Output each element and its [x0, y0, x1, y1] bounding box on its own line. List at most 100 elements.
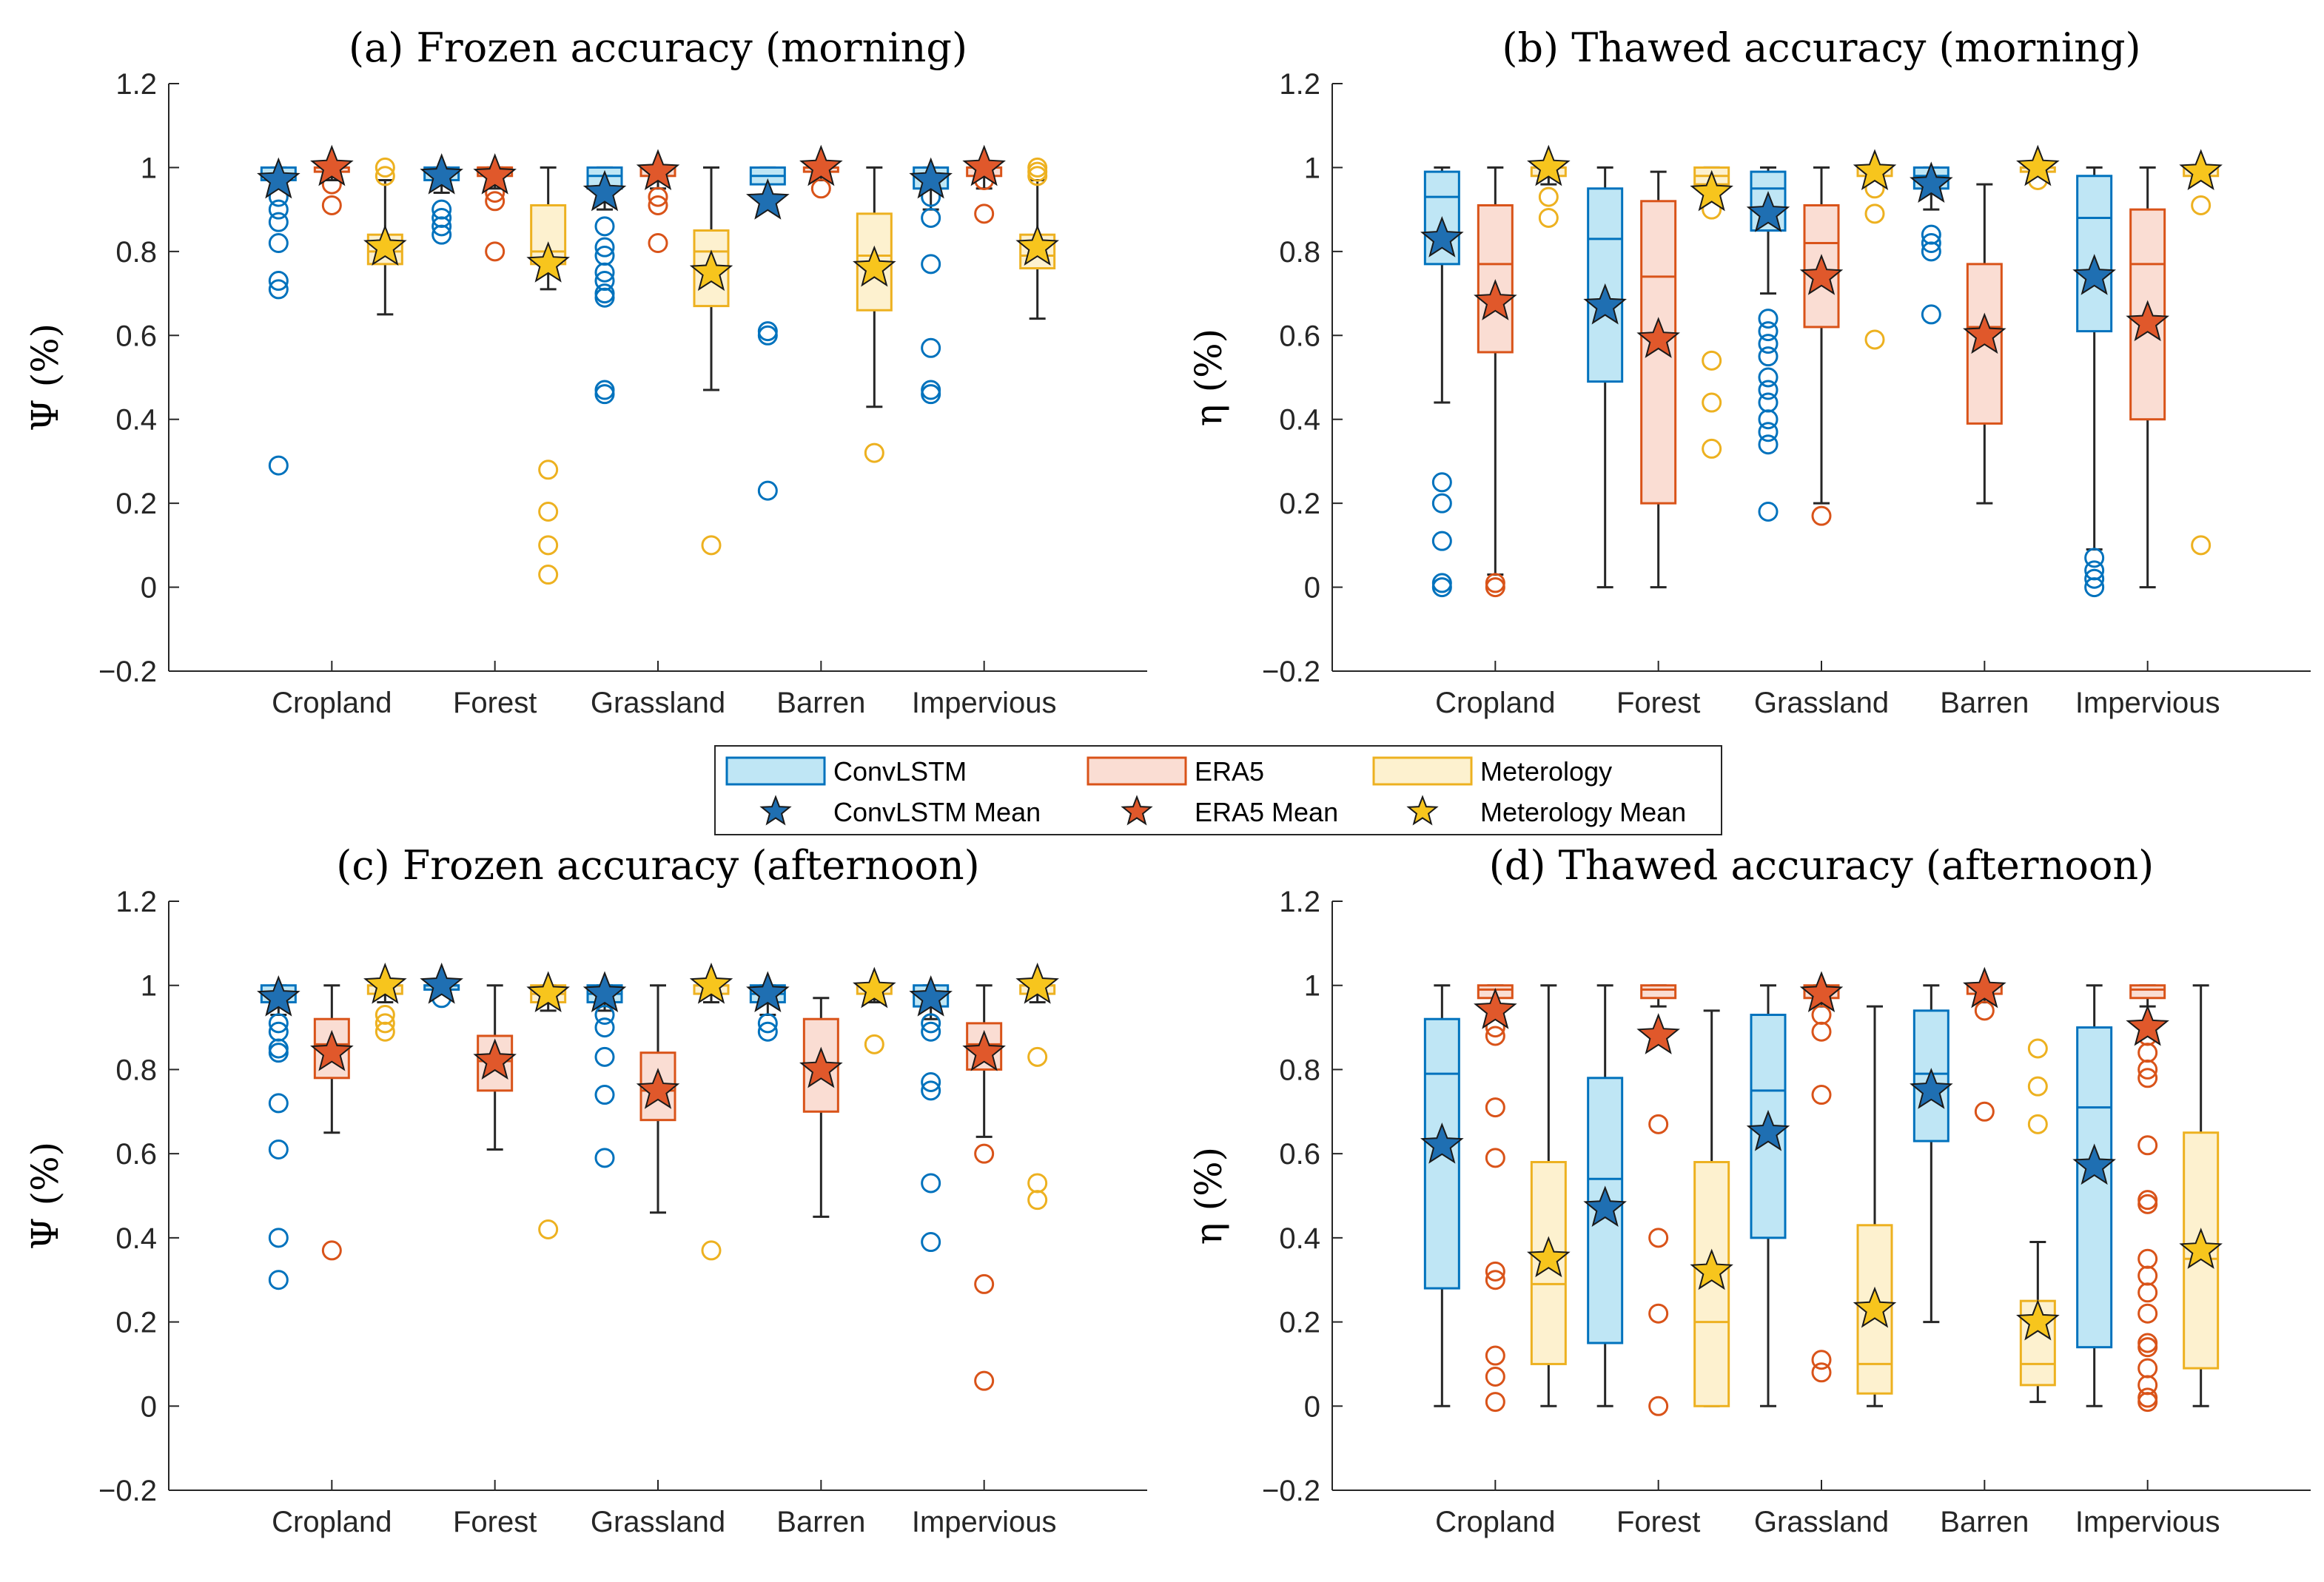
outlier-point [268, 1093, 289, 1114]
box-grassland [636, 149, 680, 254]
outlier-point [974, 1370, 995, 1391]
outlier-point [1702, 350, 1722, 371]
outlier-point [1974, 1101, 1995, 1122]
outlier-point [757, 1021, 778, 1042]
outlier-point [2137, 1303, 2158, 1324]
outlier-point [701, 535, 722, 556]
box-impervious [2126, 984, 2169, 1413]
mean-star [853, 245, 896, 287]
x-tick-label: Grassland [1754, 687, 1889, 719]
mean-star [1799, 971, 1844, 1012]
box-impervious [1015, 157, 1059, 320]
mean-star [1474, 988, 1517, 1029]
outlier-point [2191, 535, 2212, 556]
mean-star [909, 975, 953, 1017]
box-barren [746, 166, 790, 501]
outlier-point [1758, 367, 1779, 388]
mean-star [2126, 300, 2169, 342]
box-grassland [689, 962, 733, 1261]
box-cropland [1474, 166, 1517, 598]
mean-star [2016, 1299, 2060, 1341]
box-forest [1583, 166, 1627, 589]
mean-star [909, 157, 953, 199]
series-era5 [310, 144, 1006, 262]
y-tick-label: 0.2 [1279, 488, 1320, 520]
mean-star [1636, 317, 1680, 358]
outlier-point [1485, 1270, 1505, 1290]
outlier-point [538, 535, 559, 556]
outlier-point [2084, 548, 2105, 568]
panel-title: (a) Frozen accuracy (morning) [349, 24, 967, 71]
box-grassland [582, 971, 627, 1168]
mean-star [746, 178, 790, 220]
outlier-point [1485, 1392, 1505, 1413]
outlier-point [921, 1173, 941, 1194]
outlier-point [1538, 207, 1559, 228]
outlier-point [701, 1240, 722, 1261]
outlier-point [1758, 309, 1779, 329]
outlier-point [2191, 195, 2212, 215]
outlier-point [2027, 1038, 2048, 1059]
y-tick-label: 0 [141, 1390, 157, 1423]
axes: −0.2 0 0.2 0.4 0.6 0.8 1 1.2 Cropland Forest Grass… [1262, 68, 2311, 719]
box-forest [1636, 984, 1680, 1416]
box-cropland [310, 144, 354, 215]
outlier-point [1811, 1021, 1832, 1042]
box-barren [1963, 966, 2006, 1122]
series-era5 [310, 984, 1006, 1391]
outlier-point [1648, 1303, 1669, 1324]
x-tick-label: Cropland [272, 1506, 392, 1538]
x-tick-label: Cropland [1435, 1506, 1555, 1538]
iqr-box [2129, 984, 2166, 1000]
outlier-point [375, 1021, 395, 1042]
outlier-point [2027, 1076, 2048, 1097]
outlier-point [1485, 1261, 1505, 1282]
box-impervious [962, 984, 1006, 1391]
outlier-point [321, 1240, 342, 1261]
legend-star-meteorology-mean [1406, 795, 1439, 826]
y-tick-label: 1 [1304, 970, 1320, 1003]
box-cropland [363, 962, 407, 1042]
outlier-point [538, 565, 559, 585]
outlier-point [1811, 1362, 1832, 1383]
outlier-point [538, 501, 559, 522]
outlier-point [1485, 1345, 1505, 1366]
y-tick-label: 0.6 [1279, 320, 1320, 352]
x-tick-label: Grassland [1754, 1506, 1889, 1538]
iqr-box [1640, 984, 1677, 1000]
outlier-point [757, 1013, 778, 1034]
outlier-point [1758, 501, 1779, 522]
outlier-point [1758, 422, 1779, 442]
x-tick-label: Grassland [591, 687, 725, 719]
outlier-point [1027, 166, 1048, 186]
box-impervious [1015, 962, 1059, 1211]
outlier-point [864, 1034, 884, 1054]
outlier-point [321, 195, 342, 215]
y-tick-label: 0.4 [1279, 404, 1320, 437]
box-grassland [636, 984, 680, 1214]
outlier-point [974, 203, 995, 224]
outlier-point [1811, 1005, 1832, 1026]
mean-star [1420, 1122, 1464, 1164]
outlier-point [2137, 1059, 2158, 1080]
outlier-point [1811, 505, 1832, 526]
legend-swatch-convlstm [725, 756, 826, 786]
iqr-box [1423, 170, 1460, 266]
legend-star-era5-mean [1121, 795, 1153, 826]
x-tick-label: Impervious [912, 1506, 1057, 1538]
mean-star [257, 157, 300, 199]
y-tick-label: 0.2 [1279, 1307, 1320, 1339]
box-impervious [909, 975, 953, 1253]
outlier-point [594, 1005, 615, 1026]
mean-star [636, 1068, 680, 1109]
box-cropland [257, 157, 300, 476]
box-barren [853, 166, 896, 463]
outlier-point [2137, 1392, 2158, 1413]
box-cropland [257, 975, 300, 1290]
outlier-point [1758, 380, 1779, 400]
outlier-point [594, 1085, 615, 1105]
y-tick-label: 0.8 [1279, 1054, 1320, 1086]
box-forest [1583, 984, 1627, 1407]
outlier-point [2137, 1387, 2158, 1408]
mean-star [1527, 1236, 1571, 1278]
